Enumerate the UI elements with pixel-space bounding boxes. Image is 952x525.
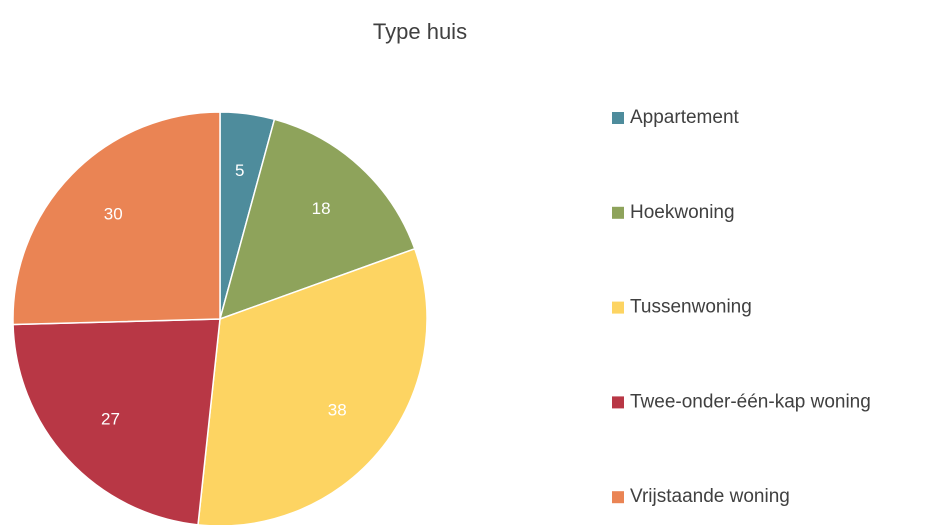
legend-swatch: [612, 491, 624, 504]
pie-slice: [12, 111, 221, 326]
legend-label: Vrijstaande woning: [630, 486, 790, 507]
legend-swatch: [612, 396, 624, 409]
legend-swatch: [612, 301, 624, 314]
data-label: 38: [328, 401, 347, 420]
data-label: 30: [104, 205, 123, 224]
data-label: 5: [235, 161, 244, 180]
legend-label: Tussenwoning: [630, 297, 752, 318]
legend-swatch: [612, 112, 624, 124]
legend-label: Twee-onder-één-kap woning: [630, 391, 871, 412]
data-label: 27: [101, 410, 120, 429]
chart-title: Type huis: [373, 19, 467, 44]
legend-swatch: [612, 206, 624, 219]
pie-slice: [197, 247, 428, 525]
data-label: 18: [312, 199, 331, 218]
pie-slice: [218, 118, 416, 321]
pie-slice: [12, 318, 221, 525]
legend-label: Appartement: [630, 107, 740, 128]
legend-label: Hoekwoning: [630, 202, 735, 223]
